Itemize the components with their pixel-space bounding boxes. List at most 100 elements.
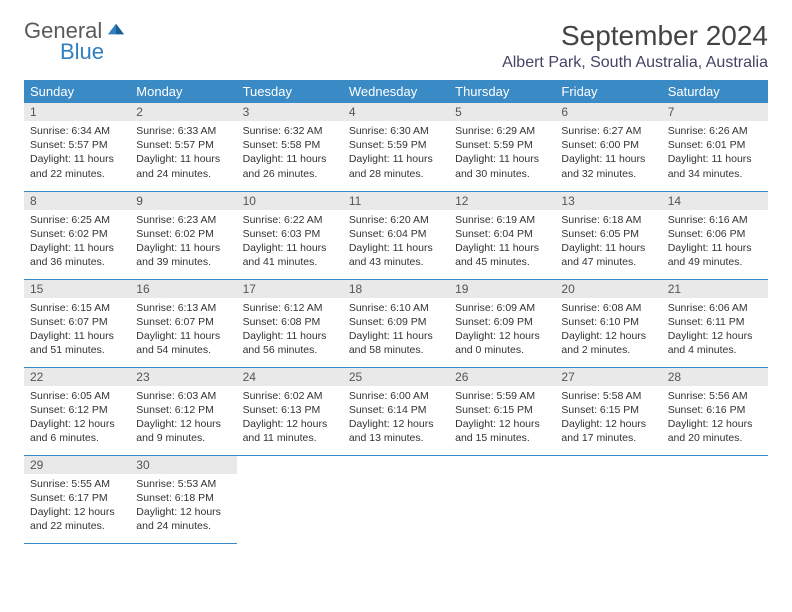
day-number: 24 xyxy=(237,368,343,386)
day-details: Sunrise: 6:08 AMSunset: 6:10 PMDaylight:… xyxy=(555,298,661,364)
calendar-cell: 7Sunrise: 6:26 AMSunset: 6:01 PMDaylight… xyxy=(662,103,768,191)
calendar-cell: 5Sunrise: 6:29 AMSunset: 5:59 PMDaylight… xyxy=(449,103,555,191)
day-number: 11 xyxy=(343,192,449,210)
brand-logo: General Blue xyxy=(24,20,125,63)
day-number: 30 xyxy=(130,456,236,474)
day-number: 10 xyxy=(237,192,343,210)
calendar-cell: 23Sunrise: 6:03 AMSunset: 6:12 PMDayligh… xyxy=(130,367,236,455)
brand-name-2: Blue xyxy=(60,41,125,63)
day-details: Sunrise: 6:09 AMSunset: 6:09 PMDaylight:… xyxy=(449,298,555,364)
calendar-cell: 6Sunrise: 6:27 AMSunset: 6:00 PMDaylight… xyxy=(555,103,661,191)
weekday-header: Thursday xyxy=(449,80,555,103)
day-details: Sunrise: 6:02 AMSunset: 6:13 PMDaylight:… xyxy=(237,386,343,452)
calendar-cell: 1Sunrise: 6:34 AMSunset: 5:57 PMDaylight… xyxy=(24,103,130,191)
day-number: 8 xyxy=(24,192,130,210)
calendar-cell: 2Sunrise: 6:33 AMSunset: 5:57 PMDaylight… xyxy=(130,103,236,191)
calendar-cell: 16Sunrise: 6:13 AMSunset: 6:07 PMDayligh… xyxy=(130,279,236,367)
weekday-header: Wednesday xyxy=(343,80,449,103)
day-number: 20 xyxy=(555,280,661,298)
calendar-cell: 12Sunrise: 6:19 AMSunset: 6:04 PMDayligh… xyxy=(449,191,555,279)
day-details: Sunrise: 6:00 AMSunset: 6:14 PMDaylight:… xyxy=(343,386,449,452)
day-details: Sunrise: 6:15 AMSunset: 6:07 PMDaylight:… xyxy=(24,298,130,364)
day-details: Sunrise: 6:27 AMSunset: 6:00 PMDaylight:… xyxy=(555,121,661,187)
calendar-cell: 28Sunrise: 5:56 AMSunset: 6:16 PMDayligh… xyxy=(662,367,768,455)
day-details: Sunrise: 6:32 AMSunset: 5:58 PMDaylight:… xyxy=(237,121,343,187)
calendar-cell: 24Sunrise: 6:02 AMSunset: 6:13 PMDayligh… xyxy=(237,367,343,455)
day-details: Sunrise: 6:18 AMSunset: 6:05 PMDaylight:… xyxy=(555,210,661,276)
day-number: 28 xyxy=(662,368,768,386)
weekday-header: Tuesday xyxy=(237,80,343,103)
calendar-cell xyxy=(555,455,661,543)
calendar-table: SundayMondayTuesdayWednesdayThursdayFrid… xyxy=(24,80,768,544)
day-number: 27 xyxy=(555,368,661,386)
day-number: 12 xyxy=(449,192,555,210)
calendar-cell: 8Sunrise: 6:25 AMSunset: 6:02 PMDaylight… xyxy=(24,191,130,279)
calendar-cell: 4Sunrise: 6:30 AMSunset: 5:59 PMDaylight… xyxy=(343,103,449,191)
weekday-header: Friday xyxy=(555,80,661,103)
calendar-cell: 26Sunrise: 5:59 AMSunset: 6:15 PMDayligh… xyxy=(449,367,555,455)
calendar-cell xyxy=(662,455,768,543)
day-details: Sunrise: 6:25 AMSunset: 6:02 PMDaylight:… xyxy=(24,210,130,276)
day-details: Sunrise: 6:19 AMSunset: 6:04 PMDaylight:… xyxy=(449,210,555,276)
day-details: Sunrise: 6:34 AMSunset: 5:57 PMDaylight:… xyxy=(24,121,130,187)
day-details: Sunrise: 6:22 AMSunset: 6:03 PMDaylight:… xyxy=(237,210,343,276)
day-number: 9 xyxy=(130,192,236,210)
calendar-cell: 25Sunrise: 6:00 AMSunset: 6:14 PMDayligh… xyxy=(343,367,449,455)
day-details: Sunrise: 6:12 AMSunset: 6:08 PMDaylight:… xyxy=(237,298,343,364)
day-details: Sunrise: 5:55 AMSunset: 6:17 PMDaylight:… xyxy=(24,474,130,540)
location-text: Albert Park, South Australia, Australia xyxy=(502,54,768,72)
calendar-cell: 9Sunrise: 6:23 AMSunset: 6:02 PMDaylight… xyxy=(130,191,236,279)
day-number: 6 xyxy=(555,103,661,121)
day-number: 15 xyxy=(24,280,130,298)
day-number: 25 xyxy=(343,368,449,386)
day-details: Sunrise: 6:33 AMSunset: 5:57 PMDaylight:… xyxy=(130,121,236,187)
calendar-cell: 29Sunrise: 5:55 AMSunset: 6:17 PMDayligh… xyxy=(24,455,130,543)
day-number: 16 xyxy=(130,280,236,298)
day-number: 21 xyxy=(662,280,768,298)
day-details: Sunrise: 6:30 AMSunset: 5:59 PMDaylight:… xyxy=(343,121,449,187)
day-number: 17 xyxy=(237,280,343,298)
calendar-cell xyxy=(449,455,555,543)
weekday-header: Saturday xyxy=(662,80,768,103)
day-details: Sunrise: 6:20 AMSunset: 6:04 PMDaylight:… xyxy=(343,210,449,276)
day-details: Sunrise: 6:06 AMSunset: 6:11 PMDaylight:… xyxy=(662,298,768,364)
day-details: Sunrise: 6:10 AMSunset: 6:09 PMDaylight:… xyxy=(343,298,449,364)
calendar-cell: 30Sunrise: 5:53 AMSunset: 6:18 PMDayligh… xyxy=(130,455,236,543)
day-number: 4 xyxy=(343,103,449,121)
day-number: 2 xyxy=(130,103,236,121)
calendar-cell: 27Sunrise: 5:58 AMSunset: 6:15 PMDayligh… xyxy=(555,367,661,455)
day-number: 1 xyxy=(24,103,130,121)
day-number: 22 xyxy=(24,368,130,386)
day-number: 13 xyxy=(555,192,661,210)
day-number: 5 xyxy=(449,103,555,121)
day-number: 7 xyxy=(662,103,768,121)
calendar-cell: 18Sunrise: 6:10 AMSunset: 6:09 PMDayligh… xyxy=(343,279,449,367)
day-number: 18 xyxy=(343,280,449,298)
day-number: 29 xyxy=(24,456,130,474)
calendar-cell: 13Sunrise: 6:18 AMSunset: 6:05 PMDayligh… xyxy=(555,191,661,279)
day-details: Sunrise: 5:59 AMSunset: 6:15 PMDaylight:… xyxy=(449,386,555,452)
day-details: Sunrise: 6:26 AMSunset: 6:01 PMDaylight:… xyxy=(662,121,768,187)
header: General Blue September 2024 Albert Park,… xyxy=(24,20,768,72)
calendar-cell: 21Sunrise: 6:06 AMSunset: 6:11 PMDayligh… xyxy=(662,279,768,367)
calendar-cell: 15Sunrise: 6:15 AMSunset: 6:07 PMDayligh… xyxy=(24,279,130,367)
calendar-cell: 10Sunrise: 6:22 AMSunset: 6:03 PMDayligh… xyxy=(237,191,343,279)
day-number: 19 xyxy=(449,280,555,298)
day-number: 26 xyxy=(449,368,555,386)
day-number: 23 xyxy=(130,368,236,386)
calendar-cell: 22Sunrise: 6:05 AMSunset: 6:12 PMDayligh… xyxy=(24,367,130,455)
weekday-header: Sunday xyxy=(24,80,130,103)
day-details: Sunrise: 5:58 AMSunset: 6:15 PMDaylight:… xyxy=(555,386,661,452)
brand-mark-icon xyxy=(107,20,125,38)
calendar-cell xyxy=(237,455,343,543)
calendar-cell: 11Sunrise: 6:20 AMSunset: 6:04 PMDayligh… xyxy=(343,191,449,279)
calendar-cell: 3Sunrise: 6:32 AMSunset: 5:58 PMDaylight… xyxy=(237,103,343,191)
calendar-cell xyxy=(343,455,449,543)
day-number: 14 xyxy=(662,192,768,210)
weekday-header: Monday xyxy=(130,80,236,103)
day-details: Sunrise: 6:23 AMSunset: 6:02 PMDaylight:… xyxy=(130,210,236,276)
day-number: 3 xyxy=(237,103,343,121)
day-details: Sunrise: 5:53 AMSunset: 6:18 PMDaylight:… xyxy=(130,474,236,540)
day-details: Sunrise: 6:16 AMSunset: 6:06 PMDaylight:… xyxy=(662,210,768,276)
calendar-cell: 14Sunrise: 6:16 AMSunset: 6:06 PMDayligh… xyxy=(662,191,768,279)
